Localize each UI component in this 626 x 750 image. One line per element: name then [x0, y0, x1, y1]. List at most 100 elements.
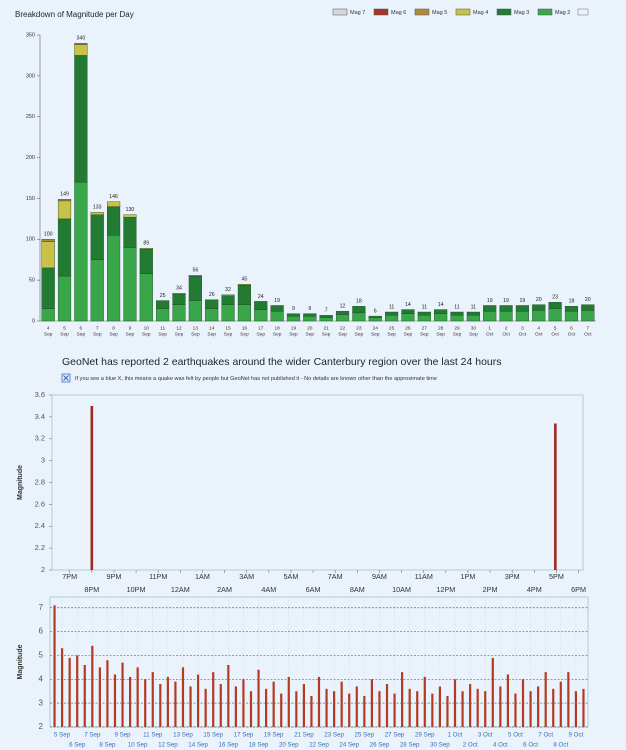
x-tick-label: 5 Sep	[54, 732, 71, 739]
y-axis-label: Magnitude	[17, 644, 24, 679]
x-tick-label: 2PM	[483, 585, 498, 594]
x-tick-label: 5PM	[549, 572, 564, 581]
bar-segment	[57, 200, 72, 220]
bar-segment	[303, 315, 317, 322]
chart-title: GeoNet has reported 2 earthquakes around…	[62, 356, 502, 368]
bar-segment	[450, 315, 464, 322]
bar-segment	[548, 302, 562, 309]
x-tick-label: 9 Sep	[114, 732, 131, 739]
x-tick-label: 6	[570, 325, 573, 331]
data-label: 7	[325, 308, 328, 314]
bar-segment	[107, 234, 121, 322]
bar-segment	[434, 309, 448, 314]
y-tick-label: 6	[39, 627, 44, 636]
x-tick-label: 2 Oct	[463, 742, 478, 749]
x-tick-label: 4 Oct	[493, 742, 508, 749]
bar-segment	[237, 284, 251, 305]
x-tick-label: Oct	[584, 331, 592, 337]
x-tick-label: 25	[389, 325, 395, 331]
bar-segment	[139, 248, 153, 250]
x-tick-label: 4	[47, 325, 50, 331]
bar-segment	[401, 309, 415, 314]
y-tick-label: 3	[41, 456, 45, 465]
bar-segment	[499, 310, 513, 322]
x-tick-label: 21	[324, 325, 330, 331]
bar-segment	[515, 310, 529, 322]
x-tick-label: 8 Oct	[553, 742, 568, 749]
bar-segment	[581, 304, 595, 311]
x-tick-label: 22 Sep	[309, 742, 329, 749]
bar-segment	[41, 267, 55, 309]
x-tick-label: Sep	[436, 331, 445, 337]
x-tick-label: 17 Sep	[234, 732, 254, 739]
x-tick-label: 10 Sep	[128, 742, 148, 749]
bar-segment	[74, 44, 88, 56]
y-tick-label: 3	[39, 698, 44, 707]
legend-swatch	[373, 8, 389, 16]
bar-segment	[434, 313, 448, 322]
x-tick-label: Sep	[306, 331, 315, 337]
x-tick-label: Sep	[224, 331, 233, 337]
bar-segment	[335, 310, 350, 315]
x-tick-label: 25 Sep	[355, 732, 375, 739]
y-tick-label: 7	[39, 603, 44, 612]
bar-segment	[270, 310, 284, 322]
data-label: 24	[258, 294, 264, 300]
x-tick-label: 5 Oct	[508, 732, 523, 739]
y-tick-label: 250	[26, 114, 35, 120]
bar-segment	[74, 55, 88, 183]
x-tick-label: 20	[307, 325, 313, 331]
x-tick-label: 18	[274, 325, 280, 331]
bar-segment	[564, 306, 579, 312]
bar-segment	[57, 218, 72, 277]
bar-segment	[368, 315, 382, 318]
bar-segment	[237, 284, 251, 286]
y-tick-label: 2.6	[35, 499, 45, 508]
x-tick-label: Sep	[142, 331, 151, 337]
x-tick-label: 7 Sep	[84, 732, 101, 739]
x-tick-label: 20 Sep	[279, 742, 299, 749]
y-tick-label: 200	[26, 155, 35, 161]
legend-label: Mag 5	[432, 10, 447, 16]
legend-swatch	[496, 8, 512, 16]
x-tick-label: 9 Oct	[569, 732, 584, 739]
data-label: 11	[389, 304, 394, 310]
x-tick-label: 26 Sep	[370, 742, 390, 749]
x-tick-label: 13 Sep	[173, 732, 193, 739]
bar-segment	[107, 206, 121, 236]
bar-segment	[352, 312, 366, 322]
data-label: 146	[109, 194, 118, 200]
x-tick-label: 11PM	[149, 572, 167, 581]
data-label: 45	[242, 277, 248, 283]
x-tick-label: Sep	[387, 331, 396, 337]
x-tick-label: 8AM	[350, 585, 365, 594]
data-label: 133	[93, 205, 102, 211]
x-tick-label: 22	[340, 325, 346, 331]
x-tick-label: Sep	[109, 331, 118, 337]
blue-x-icon	[61, 373, 71, 383]
y-tick-label: 5	[39, 651, 44, 660]
bar-segment	[107, 201, 121, 207]
x-tick-label: 19 Sep	[264, 732, 284, 739]
data-label: 149	[60, 192, 69, 198]
chart-title: Breakdown of Magnitude per Day	[15, 10, 134, 19]
bar-segment	[335, 314, 350, 322]
x-tick-label: 17	[258, 325, 264, 331]
x-tick-label: Sep	[256, 331, 265, 337]
bar-segment	[466, 315, 480, 322]
bar-segment	[352, 306, 366, 314]
x-tick-label: 11 Sep	[143, 732, 163, 739]
x-tick-label: 2	[505, 325, 508, 331]
data-label: 9	[308, 306, 311, 312]
x-tick-label: 30	[471, 325, 477, 331]
x-tick-label: 5	[63, 325, 66, 331]
x-tick-label: 26	[405, 325, 411, 331]
bar-segment	[319, 317, 333, 322]
data-label: 19	[487, 298, 493, 304]
x-tick-label: Sep	[289, 331, 298, 337]
x-tick-label: 4AM	[261, 585, 276, 594]
x-tick-label: 6AM	[306, 585, 321, 594]
bar-segment	[581, 310, 595, 322]
bar-segment	[286, 313, 301, 317]
